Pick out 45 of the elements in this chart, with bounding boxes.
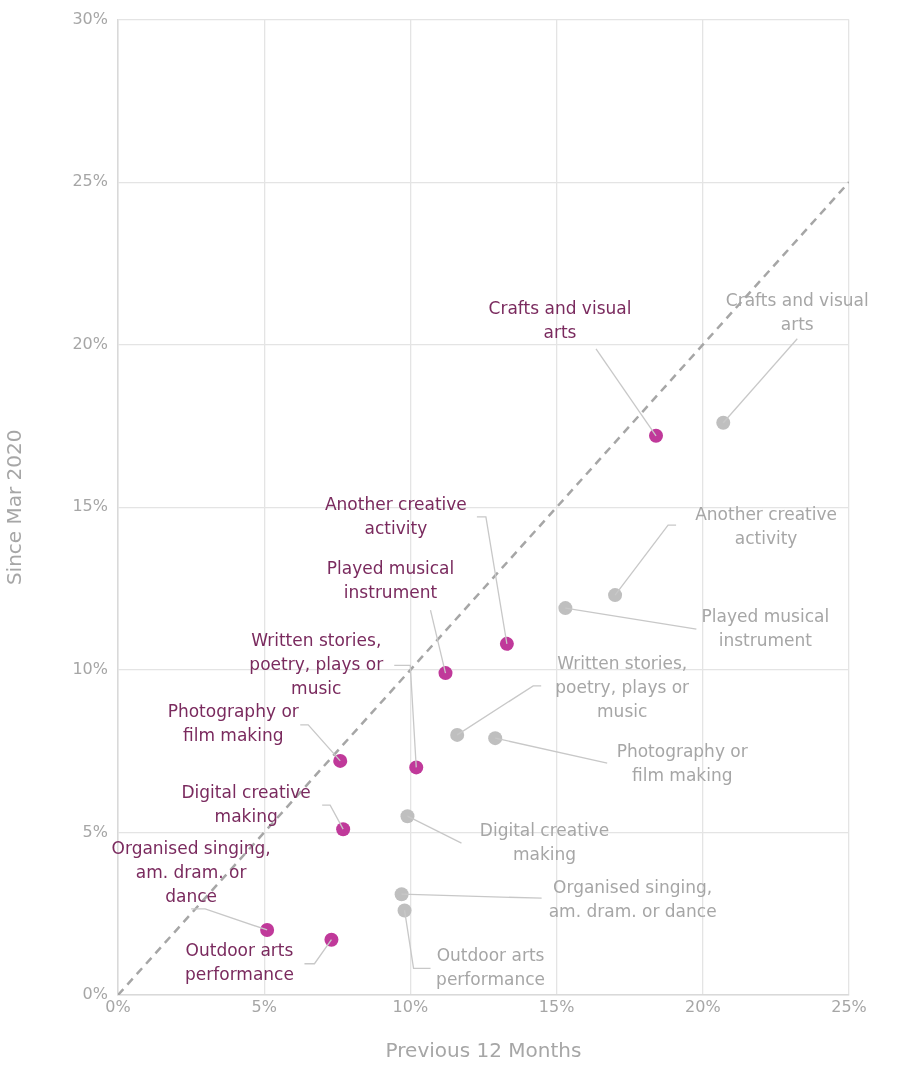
point xyxy=(438,666,453,681)
point xyxy=(499,636,514,651)
annotation: Organised singing, am. dram. or dance xyxy=(548,876,717,921)
y-tick-label: 20% xyxy=(72,333,108,353)
annotation: Played musical instrument xyxy=(701,605,830,650)
x-tick-label: 10% xyxy=(392,996,429,1016)
point xyxy=(400,809,415,824)
annotation: Another creative activity xyxy=(695,503,837,548)
annotation: Outdoor arts performance xyxy=(436,944,545,989)
annotation: Played musical instrument xyxy=(326,557,455,602)
y-tick-label: 15% xyxy=(72,496,108,516)
point xyxy=(450,727,465,742)
x-tick-label: 15% xyxy=(538,996,575,1016)
point xyxy=(409,760,424,775)
point xyxy=(608,588,623,603)
annotation: Photography or film making xyxy=(616,740,748,785)
point xyxy=(394,887,409,902)
annotation: Organised singing, am. dram. or dance xyxy=(111,838,271,907)
y-tick-label: 10% xyxy=(72,659,108,679)
point xyxy=(397,903,412,918)
y-tick-label: 30% xyxy=(72,8,108,28)
point xyxy=(716,415,731,430)
point xyxy=(649,428,664,443)
point xyxy=(333,753,348,768)
y-tick-label: 25% xyxy=(72,171,108,191)
x-tick-label: 20% xyxy=(685,996,721,1016)
point xyxy=(260,922,275,937)
annotation: Another creative activity xyxy=(324,494,467,539)
point xyxy=(558,601,573,616)
x-tick-label: 25% xyxy=(831,996,867,1016)
x-tick-label: 5% xyxy=(251,996,277,1016)
point xyxy=(324,932,339,947)
point xyxy=(488,731,503,746)
annotation: Crafts and visual arts xyxy=(725,290,869,335)
annotation: Digital creative making xyxy=(479,819,610,864)
point xyxy=(336,822,351,837)
y-tick-label: 5% xyxy=(82,821,108,841)
y-axis-title: Since Mar 2020 xyxy=(2,429,27,586)
annotation: Digital creative making xyxy=(181,781,311,826)
annotation: Photography or film making xyxy=(167,701,299,746)
annotation: Written stories, poetry, plays or music xyxy=(249,629,384,698)
annotation: Outdoor arts performance xyxy=(185,940,294,985)
annotation: Written stories, poetry, plays or music xyxy=(555,653,690,722)
x-axis-title: Previous 12 Months xyxy=(385,1038,582,1063)
annotation: Crafts and visual arts xyxy=(488,298,632,343)
